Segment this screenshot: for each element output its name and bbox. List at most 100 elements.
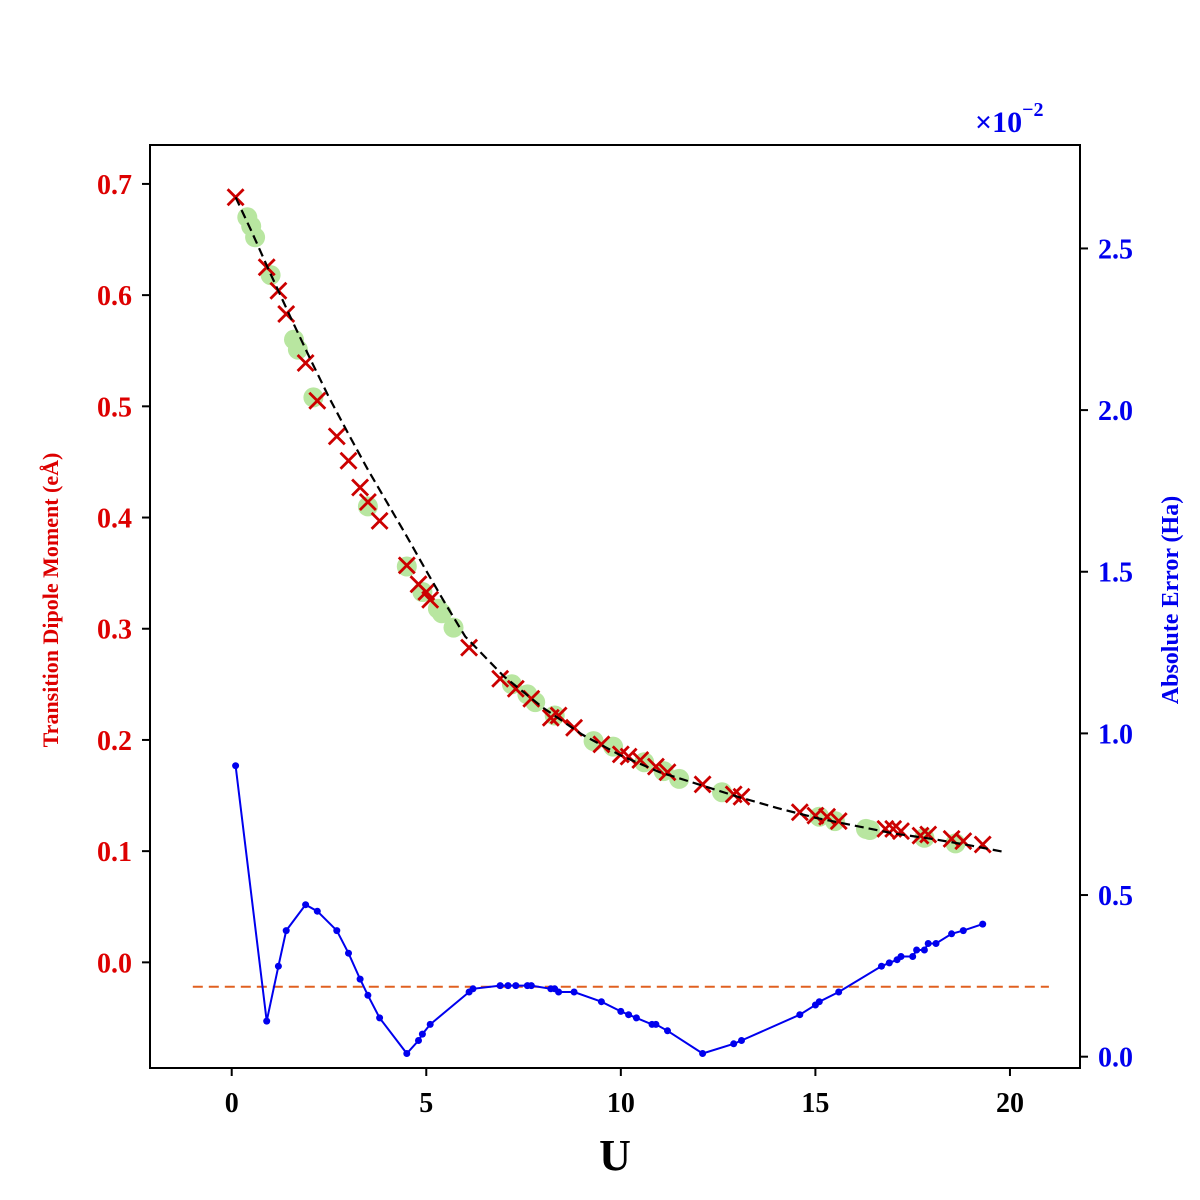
- x-marker: [460, 638, 479, 657]
- error-point: [232, 762, 240, 770]
- error-point: [796, 1011, 804, 1019]
- x-marker: [370, 511, 389, 530]
- x-tick-label: 5: [419, 1088, 433, 1119]
- error-point: [597, 998, 605, 1006]
- error-point: [815, 998, 823, 1006]
- error-point: [878, 962, 885, 970]
- right-y-tick-label: 0.0: [1098, 1043, 1133, 1074]
- left-y-tick-label: 0.5: [97, 392, 132, 423]
- circle-marker-layer: [237, 207, 966, 854]
- error-point: [313, 907, 321, 915]
- axes-frame: [149, 144, 1081, 1069]
- circle-marker: [809, 806, 830, 827]
- x-axis-label: U: [599, 1131, 631, 1180]
- x-tick-label: 15: [801, 1088, 829, 1119]
- error-point: [282, 927, 290, 935]
- x-tick-label: 20: [996, 1088, 1024, 1119]
- x-marker: [296, 354, 315, 372]
- error-point: [948, 930, 956, 938]
- x-marker: [327, 427, 346, 446]
- error-point: [625, 1011, 633, 1019]
- error-point: [333, 927, 341, 935]
- left-y-tick-label: 0.1: [97, 837, 132, 868]
- error-point: [570, 988, 578, 996]
- error-point: [376, 1014, 384, 1022]
- error-point: [699, 1050, 707, 1057]
- error-point: [885, 959, 893, 967]
- error-point: [959, 927, 967, 935]
- fit-line-layer: [234, 196, 1007, 854]
- error-point: [835, 988, 843, 996]
- x-marker: [973, 835, 992, 854]
- right-y-axis-label: Absolute Error (Ha): [1158, 496, 1184, 704]
- error-point: [555, 988, 563, 996]
- right-y-tick-label: 1.0: [1098, 719, 1133, 750]
- error-point: [426, 1020, 434, 1028]
- x-marker: [506, 679, 525, 698]
- error-point: [512, 982, 520, 990]
- x-marker: [339, 451, 358, 470]
- error-point: [345, 949, 352, 957]
- error-point: [632, 1014, 640, 1022]
- x-tick-label: 10: [607, 1088, 635, 1119]
- x-marker: [892, 822, 910, 841]
- tick-layer: 0 5 10 15 20 0.0 0.1 0.2 0.3 0.4 0.5 0.6 0.7 0.0 0.5 1.…: [97, 170, 1133, 1119]
- error-point: [504, 982, 512, 990]
- error-point: [738, 1037, 745, 1044]
- x-marker: [397, 556, 416, 575]
- x-marker: [919, 825, 938, 844]
- circle-marker: [859, 820, 880, 840]
- right-y-tick-label: 2.5: [1098, 234, 1133, 265]
- error-point: [496, 982, 504, 990]
- error-point: [364, 991, 372, 999]
- x-marker: [876, 819, 895, 838]
- error-point: [469, 985, 477, 993]
- error-point: [418, 1030, 426, 1038]
- circle-marker: [443, 617, 464, 638]
- error-point: [274, 962, 282, 970]
- error-point: [664, 1027, 671, 1035]
- multiplier-exponent: −2: [1022, 99, 1043, 121]
- plot-area: [192, 188, 1049, 1057]
- left-y-tick-label: 0.6: [97, 281, 132, 312]
- x-marker: [421, 590, 440, 609]
- x-marker: [658, 763, 677, 782]
- error-point: [932, 940, 940, 947]
- error-point: [924, 940, 932, 947]
- x-marker: [491, 669, 510, 688]
- right-y-tick-label: 2.0: [1098, 396, 1133, 427]
- circle-marker: [357, 496, 378, 517]
- error-point: [730, 1040, 738, 1048]
- error-point: [263, 1017, 271, 1025]
- error-line: [234, 765, 984, 1056]
- fit-line: [234, 196, 1007, 854]
- error-point: [979, 920, 987, 928]
- x-marker: [358, 493, 377, 511]
- left-y-tick-label: 0.2: [97, 726, 132, 757]
- x-marker: [790, 803, 809, 822]
- x-marker: [693, 775, 712, 794]
- error-point: [897, 953, 905, 960]
- x-marker: [954, 832, 973, 851]
- error-point: [527, 982, 535, 990]
- right-y-tick-label: 1.5: [1098, 558, 1133, 589]
- error-point: [302, 901, 310, 909]
- x-marker: [829, 812, 848, 831]
- x-marker: [549, 706, 568, 725]
- x-marker: [592, 735, 611, 754]
- x-marker: [308, 391, 327, 410]
- x-tick-label: 0: [225, 1088, 239, 1119]
- error-point: [920, 946, 928, 954]
- right-y-tick-label: 0.5: [1098, 881, 1133, 912]
- error-point: [415, 1037, 422, 1044]
- left-y-tick-label: 0.7: [97, 170, 132, 201]
- right-axis-multiplier: ×10−2: [975, 99, 1044, 139]
- error-point: [617, 1007, 625, 1015]
- left-y-tick-label: 0.0: [97, 948, 132, 979]
- error-point: [356, 975, 364, 983]
- left-y-tick-label: 0.3: [97, 615, 132, 646]
- error-point: [403, 1050, 411, 1057]
- error-line-layer: [232, 762, 987, 1057]
- left-y-axis-label: Transition Dipole Moment (eÅ): [38, 453, 63, 748]
- x-marker: [351, 478, 370, 497]
